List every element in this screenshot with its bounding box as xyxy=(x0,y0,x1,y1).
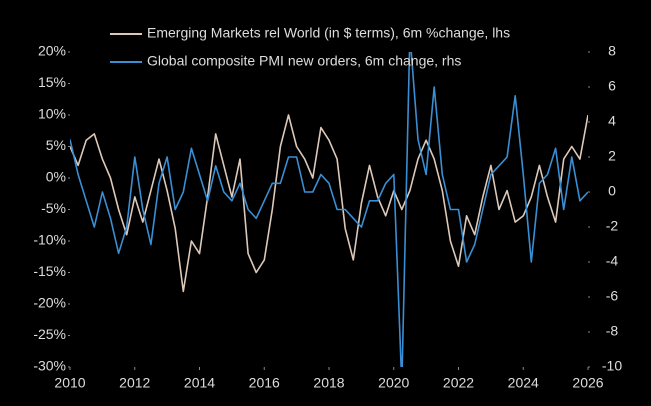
series-line xyxy=(70,114,588,293)
y2-tick-label: -10 xyxy=(602,358,622,374)
series-line xyxy=(70,52,588,367)
x-tick-label: 2018 xyxy=(313,375,344,391)
legend-label: Global composite PMI new orders, 6m chan… xyxy=(147,53,461,69)
x-tick-label: 2012 xyxy=(119,375,150,391)
y-tick-label: 15% xyxy=(38,74,66,90)
y2-tick-label: -2 xyxy=(606,218,619,234)
y2-tick-label: 4 xyxy=(608,113,616,129)
x-tick-label: 2010 xyxy=(54,375,85,391)
y-tick-label: 5% xyxy=(46,137,66,153)
y-tick-label: -20% xyxy=(33,295,66,311)
legend-label: Emerging Markets rel World (in $ terms),… xyxy=(147,25,510,41)
x-tick-label: 2026 xyxy=(572,375,603,391)
y-tick-label: -5% xyxy=(41,200,66,216)
y2-tick-label: -6 xyxy=(606,288,619,304)
x-tick-label: 2024 xyxy=(508,375,539,391)
y2-tick-label: 0 xyxy=(608,183,616,199)
y-tick-label: 0% xyxy=(46,169,66,185)
y-tick-label: 10% xyxy=(38,106,66,122)
y2-tick-label: 8 xyxy=(608,43,616,59)
y-tick-label: -25% xyxy=(33,326,66,342)
y2-tick-label: -4 xyxy=(606,253,619,269)
y2-tick-label: 2 xyxy=(608,148,616,164)
y2-tick-label: 6 xyxy=(608,78,616,94)
y-tick-label: -30% xyxy=(33,358,66,374)
x-tick-label: 2022 xyxy=(443,375,474,391)
x-tick-label: 2014 xyxy=(184,375,215,391)
y-tick-label: -10% xyxy=(33,232,66,248)
y-tick-label: -15% xyxy=(33,263,66,279)
y2-tick-label: -8 xyxy=(606,323,619,339)
x-tick-label: 2020 xyxy=(378,375,409,391)
y-tick-label: 20% xyxy=(38,43,66,59)
plot-area xyxy=(70,52,588,367)
x-tick-label: 2016 xyxy=(249,375,280,391)
